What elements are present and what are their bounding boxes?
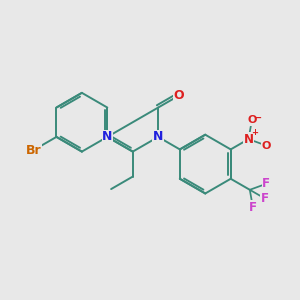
Text: F: F bbox=[262, 177, 270, 190]
Text: N: N bbox=[244, 133, 254, 146]
Text: N: N bbox=[102, 130, 112, 143]
Text: N: N bbox=[153, 130, 164, 143]
Text: F: F bbox=[261, 192, 269, 205]
Text: Br: Br bbox=[26, 144, 41, 157]
Text: F: F bbox=[249, 201, 257, 214]
Text: +: + bbox=[251, 128, 259, 137]
Text: O: O bbox=[247, 115, 256, 125]
Text: O: O bbox=[262, 141, 271, 151]
Text: O: O bbox=[173, 89, 184, 102]
Text: −: − bbox=[254, 112, 262, 122]
